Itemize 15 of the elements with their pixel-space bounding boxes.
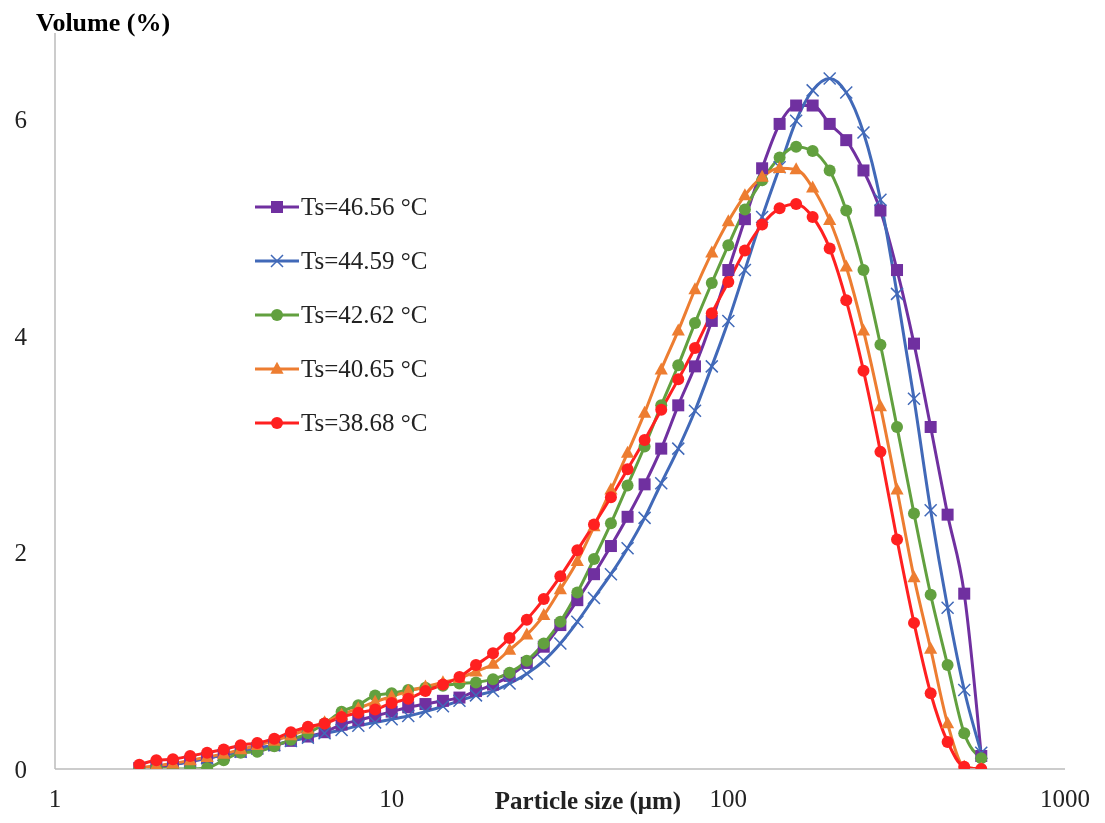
y-tick-label: 2 (14, 539, 27, 567)
x-tick-label: 1 (48, 784, 62, 812)
x-tick-label: 10 (379, 784, 405, 812)
legend-label: Ts=40.65 °C (301, 355, 428, 383)
x-tick-label: 1000 (1040, 784, 1090, 812)
legend-label: Ts=44.59 °C (301, 247, 428, 275)
legend-label: Ts=42.62 °C (301, 301, 428, 329)
y-tick-label: 0 (14, 755, 27, 783)
y-axis-title: Volume (%) (36, 8, 171, 38)
x-axis-title: Particle size (μm) (494, 787, 682, 815)
legend-label: Ts=38.68 °C (301, 409, 428, 437)
y-tick-label: 6 (14, 106, 27, 134)
y-tick-label: 4 (14, 322, 28, 350)
legend-label: Ts=46.56 °C (301, 193, 428, 221)
x-tick-label: 100 (709, 784, 748, 812)
